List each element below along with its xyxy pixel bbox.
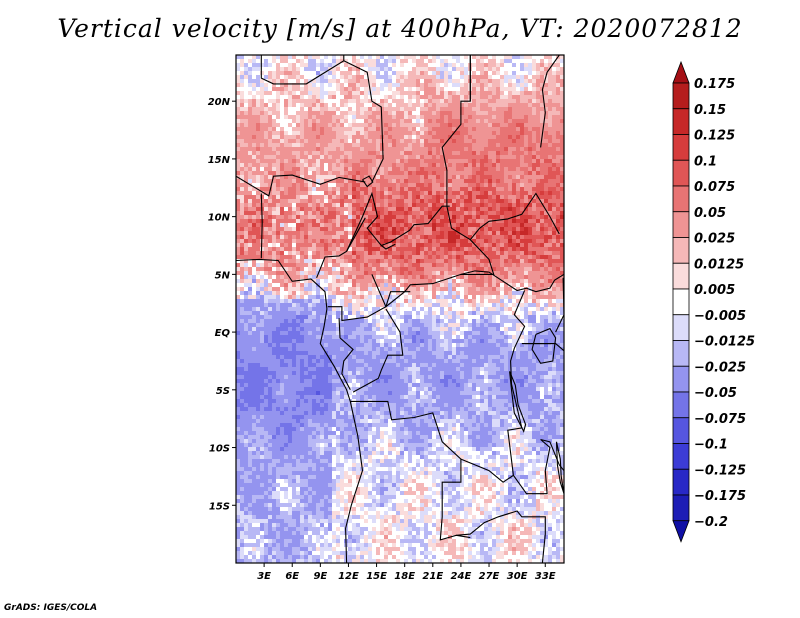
border-line	[460, 270, 564, 293]
border-line	[456, 510, 546, 563]
colorbar-label: 0.125	[694, 129, 735, 144]
colorbar-swatch	[672, 340, 690, 367]
border-line	[327, 291, 411, 322]
colorbar-label: −0.05	[694, 386, 737, 401]
colorbar-swatch	[672, 262, 690, 290]
border-line	[260, 55, 384, 183]
colorbar-label: −0.1	[694, 438, 728, 453]
lat-tick-label: 5S	[216, 386, 230, 397]
lon-tick-label: 18E	[394, 571, 415, 582]
border-line	[531, 327, 557, 364]
latitude-axis: 20N 15N 10N 5N EQ 5S 10S 15S	[208, 97, 236, 512]
lon-tick-label: 12E	[338, 571, 359, 582]
colorbar-label: 0.15	[694, 103, 726, 118]
lat-tick-label: 15N	[208, 155, 231, 166]
colorbar-swatch	[672, 314, 690, 341]
colorbar-swatch	[672, 237, 690, 264]
lat-tick-label: EQ	[215, 328, 231, 339]
lon-tick-label: 24E	[451, 571, 472, 582]
lat-tick-label: 10S	[209, 444, 230, 455]
border-line	[352, 308, 404, 393]
colorbar-label: 0.05	[694, 206, 726, 221]
colorbar-top-arrow	[672, 60, 690, 84]
border-line	[362, 175, 374, 188]
colorbar-label: −0.175	[694, 489, 746, 504]
border-line	[346, 191, 396, 252]
colorbar-swatch	[672, 494, 690, 522]
border-line	[316, 217, 366, 279]
vertical-velocity-field	[236, 55, 564, 563]
border-line	[236, 174, 366, 197]
colorbar-swatch	[672, 365, 690, 393]
lon-tick-label: 3E	[257, 571, 271, 582]
lon-tick-label: 27E	[479, 571, 500, 582]
colorbar-label: 0.075	[694, 180, 735, 195]
map-frame	[235, 54, 565, 564]
lon-tick-label: 30E	[507, 571, 528, 582]
colorbar-swatch	[672, 185, 690, 213]
border-line	[260, 193, 263, 259]
colorbar-label: 0.025	[694, 232, 735, 247]
colorbar-swatch	[672, 108, 690, 135]
colorbar-bottom-arrow	[672, 520, 690, 543]
colorbar-swatch	[672, 443, 690, 470]
lon-tick-label: 15E	[366, 571, 387, 582]
lon-tick-label: 21E	[422, 571, 443, 582]
colorbar-label: −0.005	[694, 309, 746, 324]
colorbar-label: −0.0125	[694, 335, 755, 350]
colorbar-swatch	[672, 211, 690, 238]
colorbar-swatch	[672, 288, 690, 316]
colorbar-label: 0.0125	[694, 257, 744, 272]
colorbar-swatch	[672, 391, 690, 419]
colorbar-label: −0.2	[694, 515, 728, 530]
border-line	[236, 258, 364, 563]
lon-tick-label: 33E	[535, 571, 556, 582]
border-line	[540, 55, 560, 148]
colorbar-label: 0.175	[694, 77, 735, 92]
border-line	[338, 318, 354, 391]
longitude-axis: 3E 6E 9E 12E 15E 18E 21E 24E 27E 30E 33E	[257, 563, 556, 582]
colorbar-label: −0.075	[694, 412, 746, 427]
lon-tick-label: 6E	[285, 571, 299, 582]
country-borders	[236, 55, 564, 563]
colorbar-swatch	[672, 159, 690, 187]
colorbar-label: −0.025	[694, 360, 746, 375]
border-line	[509, 371, 527, 433]
colorbar-label: 0.1	[694, 154, 717, 169]
colorbar: 0.175 0.15 0.125 0.1 0.075 0.05 0.025 0.0125 0.0…	[672, 60, 755, 543]
chart-title: Vertical velocity [m/s] at 400hPa, VT: 2…	[57, 14, 743, 43]
lon-tick-label: 9E	[313, 571, 327, 582]
border-line	[469, 192, 560, 241]
credit-label: GrADS: IGES/COLA	[4, 603, 98, 613]
border-line	[381, 205, 450, 247]
border-line	[512, 438, 564, 495]
lat-tick-label: 15S	[209, 501, 230, 512]
colorbar-swatch	[672, 134, 690, 161]
colorbar-swatch	[672, 417, 690, 444]
colorbar-label: 0.005	[694, 283, 735, 298]
colorbar-swatch	[672, 468, 690, 496]
lat-tick-label: 20N	[208, 97, 231, 108]
colorbar-swatch	[672, 82, 690, 110]
lat-tick-label: 10N	[208, 213, 231, 224]
colorbar-label: −0.125	[694, 463, 746, 478]
lat-tick-label: 5N	[215, 270, 231, 281]
border-line	[555, 441, 564, 494]
